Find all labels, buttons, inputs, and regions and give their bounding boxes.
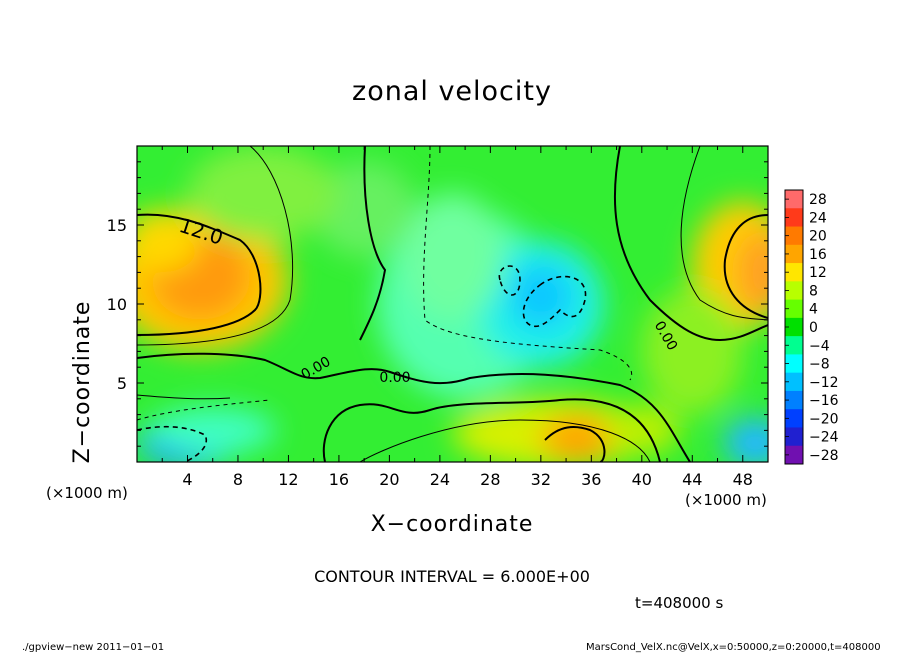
field-anomaly [723, 417, 768, 462]
colorbar-label: 28 [809, 192, 827, 208]
field-anomaly [137, 209, 201, 273]
y-unit-label: (×1000 m) [46, 484, 128, 502]
colorbar-swatch [785, 244, 803, 264]
colorbar-swatch [785, 390, 803, 410]
contour-0 [322, 398, 661, 462]
colorbar-swatch [785, 226, 803, 246]
contour-interval: CONTOUR INTERVAL = 6.000E+00 [314, 567, 590, 586]
colorbar-swatch [785, 317, 803, 337]
contour-12 [544, 426, 606, 462]
contour-neg12 [522, 275, 587, 328]
colorbar-label: 12 [809, 265, 827, 281]
x-tick-label: 12 [278, 470, 298, 489]
x-tick-label: 4 [182, 470, 192, 489]
colorbar-label: 8 [809, 283, 818, 299]
colorbar-label: −24 [809, 430, 839, 446]
colorbar-label: 0 [809, 320, 818, 336]
contour-0 [137, 352, 691, 462]
contour-neg6 [423, 146, 633, 381]
chart-title: zonal velocity [352, 76, 552, 107]
x-tick-label: 36 [581, 470, 601, 489]
x-tick-label: 48 [733, 470, 753, 489]
x-tick-label: 24 [430, 470, 450, 489]
field-anomaly [540, 414, 617, 462]
y-tick-label: 15 [107, 216, 127, 235]
velocity-field [137, 146, 768, 462]
colorbar-swatch [785, 427, 803, 447]
field-anomaly [736, 231, 768, 314]
contour-lines [137, 146, 768, 462]
colorbar-label: −4 [809, 338, 830, 354]
field-anomaly [149, 406, 276, 455]
contour-neg12 [137, 425, 207, 462]
y-tick-label: 5 [117, 374, 127, 393]
colorbar-swatch [785, 299, 803, 319]
x-axis: 4 8 12 16 20 24 28 32 36 40 44 48 [161, 146, 753, 489]
colorbar-label: 4 [809, 302, 818, 318]
x-tick-label: 20 [379, 470, 399, 489]
x-tick-label: 28 [480, 470, 500, 489]
time-stamp: t=408000 s [635, 594, 724, 612]
contour-label: 0.00 [379, 370, 410, 386]
colorbar-label: 16 [809, 247, 827, 263]
colorbar-swatch [785, 354, 803, 374]
field-anomaly [509, 264, 573, 328]
contour-12 [137, 213, 262, 336]
x-tick-label: 44 [682, 470, 702, 489]
colorbar-label: −12 [809, 375, 839, 391]
colorbar-label: −28 [809, 448, 839, 464]
contour-0 [359, 146, 387, 341]
contour-6 [137, 146, 294, 346]
x-tick-label: 8 [233, 470, 243, 489]
colorbar-label: −16 [809, 393, 839, 409]
colorbar-swatch [785, 445, 803, 465]
contour-6 [137, 394, 231, 400]
colorbar-label: 20 [809, 229, 827, 245]
x-tick-label: 32 [531, 470, 551, 489]
y-axis: 5 10 15 [107, 161, 768, 447]
colorbar-swatch [785, 336, 803, 355]
colorbar-swatch [785, 281, 803, 301]
field-anomaly [641, 288, 743, 415]
x-axis-label: X−coordinate [370, 512, 534, 537]
field-anomaly [402, 193, 503, 320]
x-tick-label: 16 [329, 470, 349, 489]
contour-6 [359, 419, 651, 462]
colorbar-swatch [785, 208, 803, 228]
field-anomaly [313, 161, 415, 257]
x-tick-label: 40 [632, 470, 652, 489]
footer-right: MarsCond_VelX.nc@VelX,x=0:50000,z=0:2000… [586, 642, 881, 653]
footer-left: ./gpview−new 2011−01−01 [22, 642, 165, 653]
y-tick-label: 10 [107, 295, 127, 314]
colorbar-label: −8 [809, 357, 830, 373]
colorbar: 28 24 20 16 12 8 4 0 −4 −8 −12 −16 −20 −24 −28 [784, 189, 839, 465]
x-unit-label: (×1000 m) [685, 491, 767, 509]
colorbar-swatch [785, 190, 803, 209]
contour-6 [680, 146, 768, 321]
colorbar-label: 24 [809, 210, 827, 226]
colorbar-swatch [785, 263, 803, 282]
colorbar-swatch [785, 372, 803, 392]
colorbar-swatch [785, 409, 803, 428]
contour-neg12 [498, 265, 521, 296]
contour-12 [723, 214, 768, 319]
contour-0 [613, 146, 768, 342]
field-anomaly [603, 406, 680, 455]
field-anomaly [187, 146, 339, 241]
colorbar-label: −20 [809, 411, 839, 427]
y-axis-label: Z−coordinate [70, 300, 95, 464]
